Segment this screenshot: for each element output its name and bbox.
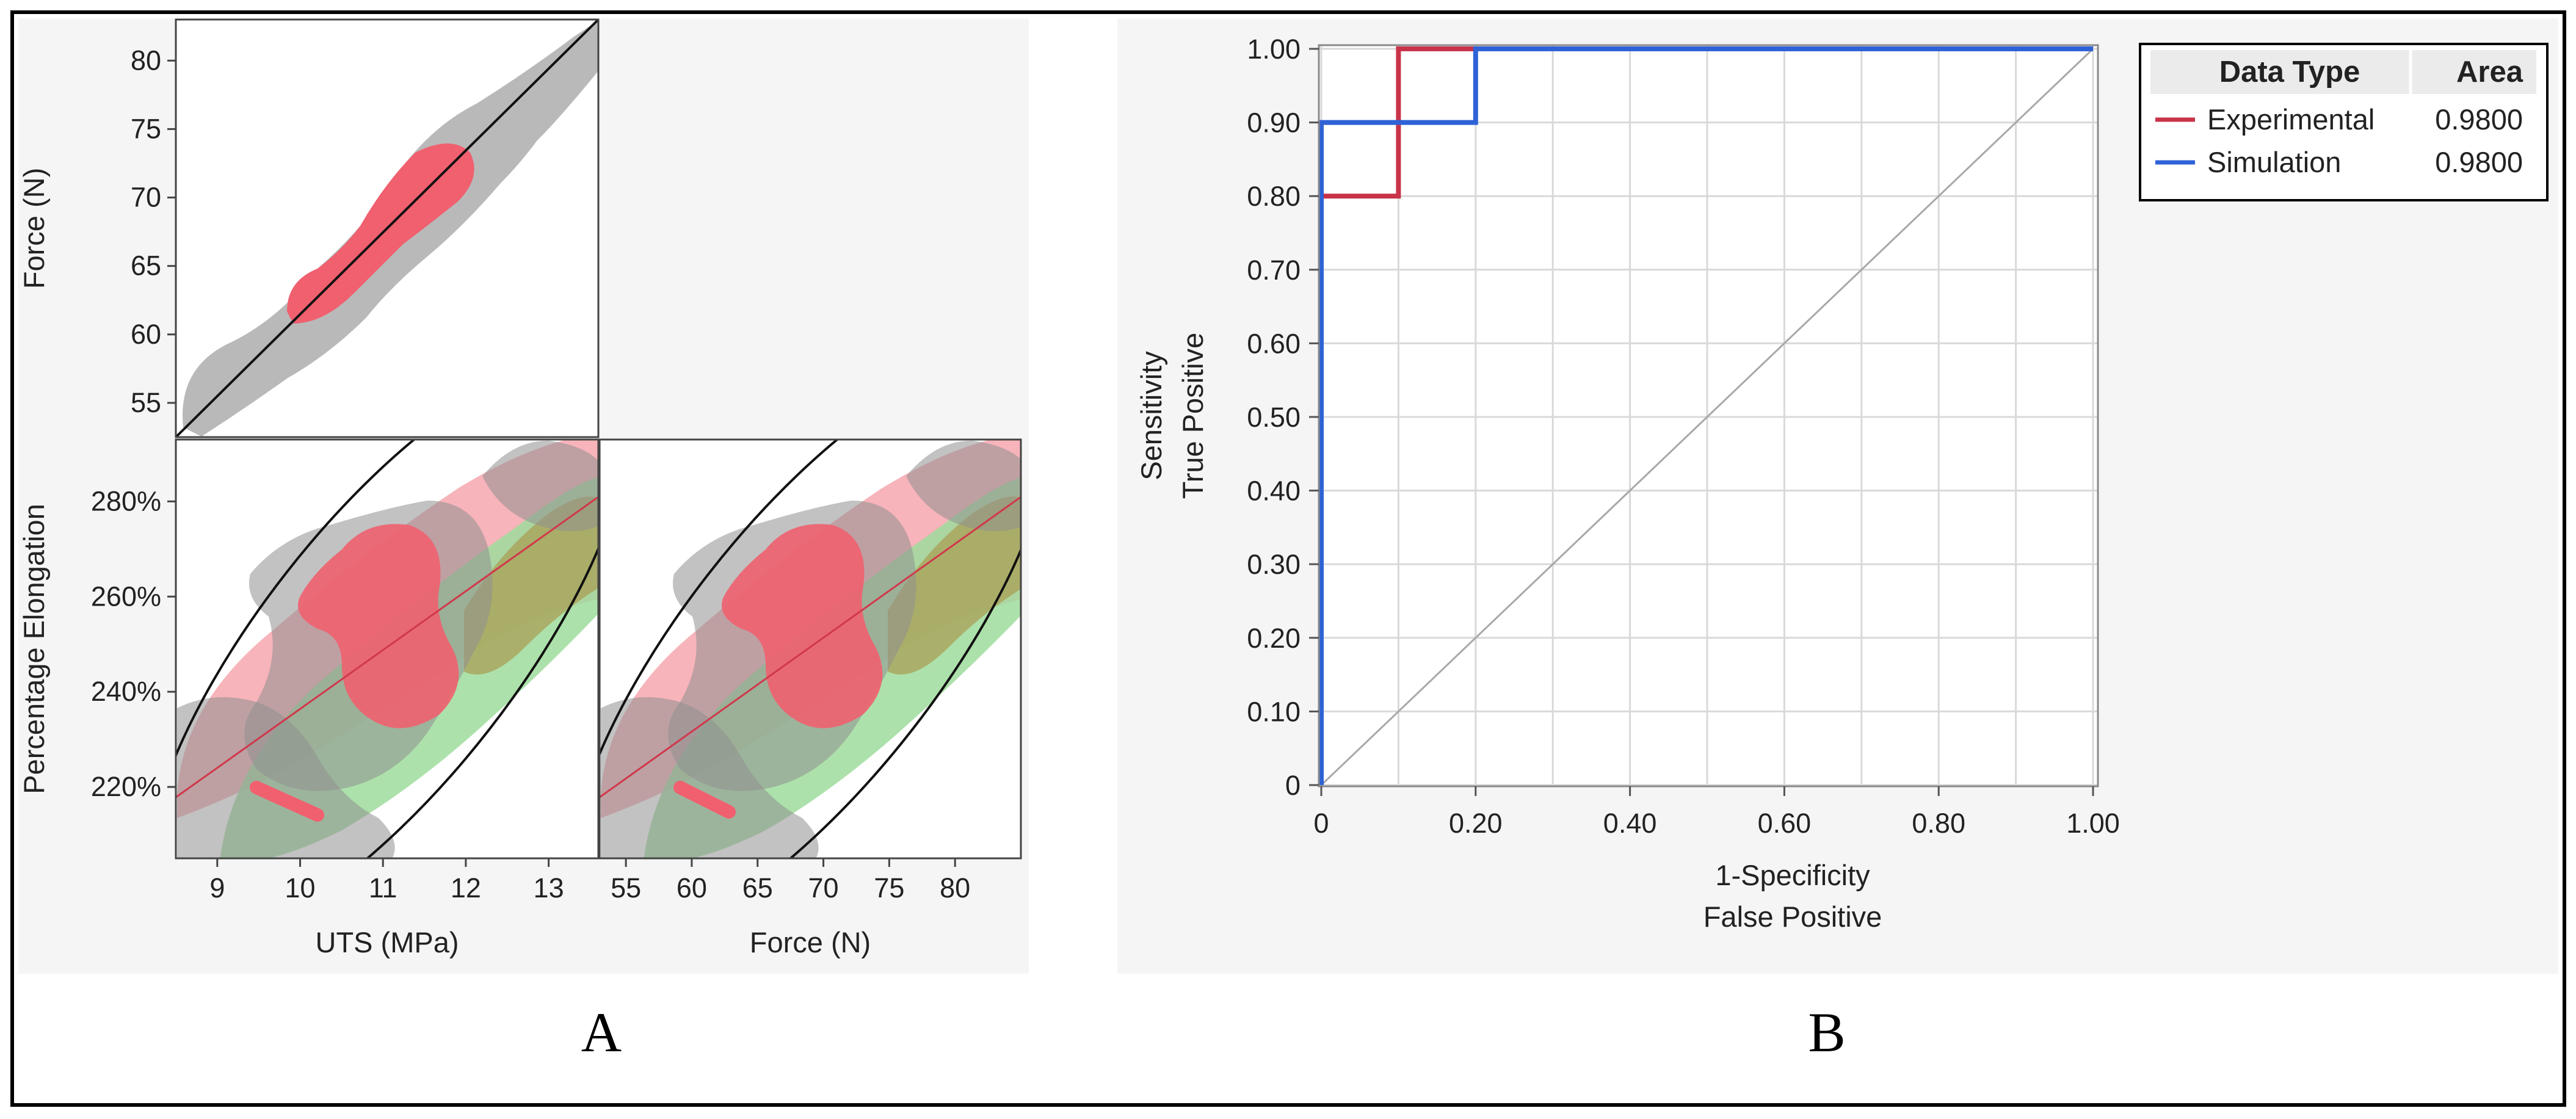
roc-ytick-label: 0.30 [1247, 549, 1301, 580]
roc-ytick-label: 1.00 [1247, 34, 1301, 65]
plot-force-vs-uts: 55 60 65 70 75 80 Force (N) [18, 18, 600, 438]
legend-label-experimental: Experimental [2207, 103, 2375, 136]
ylabel-force: Force (N) [18, 168, 50, 289]
density-olive-region [464, 496, 598, 675]
legend-area-simulation: 0.9800 [2435, 146, 2523, 178]
ylabel-elongation: Percentage Elongation [18, 504, 50, 794]
roc-ytick-label: 0.40 [1247, 476, 1301, 507]
legend-header-area: Area [2456, 56, 2523, 89]
ytick-elongation-tick-label: 280% [91, 485, 161, 516]
density-red-region [673, 524, 883, 819]
ytick-force-tick-label: 70 [131, 182, 161, 213]
legend-header-type: Data Type [2219, 56, 2360, 89]
legend-label-simulation: Simulation [2207, 146, 2341, 178]
roc-xtick-label: 0.60 [1758, 808, 1812, 839]
ytick-force-tick-label: 65 [131, 250, 161, 281]
xtick-force-tick-label: 75 [874, 872, 904, 904]
scatterplot-matrix: 55 60 65 70 75 80 Force (N) [18, 18, 1022, 958]
roc-ytick-label: 0.20 [1247, 623, 1301, 654]
xlabel-force: Force (N) [750, 926, 871, 958]
xtick-force-tick-label: 60 [677, 872, 707, 904]
outer-border [10, 10, 2566, 1107]
roc-ytick-label: 0.90 [1247, 107, 1301, 139]
roc-xtick-label: 0.80 [1912, 808, 1965, 839]
roc-ylabel-2: True Positive [1177, 333, 1209, 499]
roc-xtick-label: 0 [1313, 808, 1329, 839]
roc-grid [1319, 45, 2098, 786]
fit-line [600, 496, 1021, 799]
confidence-ellipse [176, 440, 598, 858]
fit-line [176, 20, 598, 437]
xtick-uts-tick-label: 11 [369, 872, 397, 904]
density-olive-region [888, 496, 1021, 675]
ytick-force-tick-label: 55 [131, 387, 161, 418]
plot-elongation-vs-force: 55 60 65 70 75 80 Force (N) [598, 438, 1022, 958]
roc-xlabel: 1-Specificity [1715, 859, 1870, 891]
roc-xtick-label: 0.40 [1603, 808, 1657, 839]
xtick-uts-tick-label: 9 [209, 872, 225, 904]
legend: Data Type Area Experimental 0.9800 Simul… [2139, 43, 2549, 201]
legend-area-experimental: 0.9800 [2435, 103, 2523, 136]
panel-label-a: A [581, 1001, 622, 1063]
xtick-force-tick-label: 55 [611, 872, 641, 904]
roc-ytick-label: 0.50 [1247, 402, 1301, 433]
roc-yticks: 0 0.10 0.20 0.30 0.40 0.50 0.60 0.70 0.80 0.90 1.0… [1247, 34, 1319, 801]
roc-ytick-label: 0.80 [1247, 181, 1301, 212]
roc-ytick-label: 0.70 [1247, 255, 1301, 286]
yticks-elongation: 220% 240% 260% 280% [91, 485, 176, 802]
xtick-uts-tick-label: 12 [451, 872, 481, 904]
panel-label-b: B [1808, 1001, 1845, 1063]
roc-ytick-label: 0 [1285, 770, 1301, 801]
roc-ytick-label: 0.10 [1247, 696, 1301, 727]
density-red-region [250, 524, 459, 822]
reference-diagonal [1320, 48, 2094, 786]
xticks-uts: 9 10 11 12 13 [209, 858, 564, 904]
roc-curve: 0 0.20 0.40 0.60 0.80 1.00 00.100.200.300.400… [1135, 34, 2549, 933]
confidence-ellipse [600, 440, 1021, 858]
plot-elongation-vs-force-frame [598, 438, 1022, 860]
roc-ylabel: Sensitivity [1135, 351, 1167, 480]
roc-plot-frame [1318, 44, 2099, 788]
fit-line [176, 496, 598, 799]
roc-xtick-label: 0.20 [1449, 808, 1503, 839]
series-line-simulation [1319, 46, 2093, 785]
xticks-force: 55 60 65 70 75 80 [611, 858, 970, 904]
roc-xtick-label: 1.00 [2066, 808, 2120, 839]
roc-xlabel-2: False Positive [1703, 900, 1882, 933]
plot-force-vs-uts-frame [175, 18, 600, 438]
ytick-force-tick-label: 75 [131, 113, 161, 144]
xlabel-uts: UTS (MPa) [316, 926, 459, 958]
xtick-force-tick-label: 80 [940, 872, 970, 904]
roc-xticks: 0 0.20 0.40 0.60 0.80 1.00 [1313, 786, 2120, 839]
xtick-uts-tick-label: 10 [285, 872, 315, 904]
ytick-force-tick-label: 60 [131, 319, 161, 350]
roc-ytick-label: 0.60 [1247, 328, 1301, 359]
legend-header-bg [2150, 50, 2536, 94]
xtick-force-tick-label: 70 [808, 872, 839, 904]
plot-elongation-vs-uts-frame [175, 438, 600, 860]
xtick-uts-tick-label: 13 [534, 872, 564, 904]
ytick-elongation-tick-label: 260% [91, 581, 161, 612]
ytick-elongation-tick-label: 240% [91, 676, 161, 707]
xtick-force-tick-label: 65 [742, 872, 773, 904]
ytick-elongation-tick-label: 220% [91, 771, 161, 802]
yticks-force: 55 60 65 70 75 80 [131, 45, 176, 418]
plot-elongation-vs-uts: 220% 240% 260% 280% 9 10 11 12 13 UTS (MPa) Per… [18, 438, 600, 958]
ytick-force-tick-label: 80 [131, 45, 161, 76]
